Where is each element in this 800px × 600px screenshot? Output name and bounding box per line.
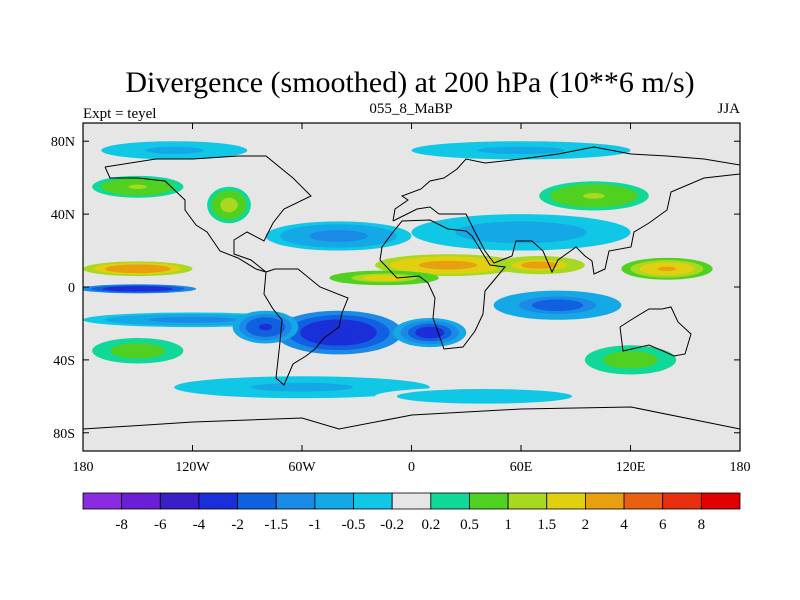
field-contour-5-4 (657, 266, 677, 271)
y-tick-label: 40S (53, 354, 75, 369)
field-contour-2-4 (170, 318, 215, 322)
coastline-3 (392, 146, 740, 275)
colorbar-label: -2 (231, 517, 244, 533)
field-contour-10-4 (258, 323, 273, 331)
colorbar-swatch (237, 492, 277, 510)
colorbar-swatch (623, 492, 664, 510)
y-tick-label: 0 (68, 281, 75, 296)
colorbar-label: 1 (504, 517, 512, 533)
coastline-4 (619, 306, 692, 357)
coastline-5 (83, 406, 740, 430)
field-contour-21-4 (499, 148, 543, 153)
x-tick-label: 120W (175, 460, 210, 475)
x-tick-label: 60W (288, 460, 316, 475)
field-contour-4-4 (530, 263, 549, 267)
subtitle-center: 055_8_MaBP (369, 101, 452, 117)
field-contour-8-4 (422, 329, 438, 336)
field-contour-3-4 (433, 262, 463, 268)
colorbar-label: -8 (115, 517, 128, 533)
colorbar-label: -1.5 (264, 517, 288, 533)
field-contour-20-4 (159, 148, 189, 153)
colorbar-label: -1 (309, 517, 322, 533)
x-tick-label: 60E (510, 460, 533, 475)
colorbar-swatch (430, 492, 470, 510)
chart-title: Divergence (smoothed) at 200 hPa (10**6 … (125, 66, 694, 99)
colorbar-label: -4 (193, 517, 206, 533)
colorbar-swatch (198, 492, 238, 510)
field-contour-18-4 (276, 385, 328, 390)
colorbar-label: 8 (698, 517, 706, 533)
field-contour-0-4 (126, 267, 149, 271)
colorbar-label: -6 (154, 517, 167, 533)
colorbar-swatch (507, 492, 548, 510)
colorbar-swatch (82, 492, 123, 510)
coastline-1 (263, 268, 349, 386)
map-field (83, 123, 740, 451)
field-contour-11-4 (323, 233, 354, 239)
colorbar-swatch (391, 492, 432, 510)
colorbar-swatch (159, 492, 200, 510)
colorbar-swatch (469, 492, 509, 510)
colorbar-swatch (585, 492, 625, 510)
colorbar-label: -0.5 (342, 517, 366, 533)
colorbar-label: 4 (620, 517, 628, 533)
colorbar-label: 6 (659, 517, 667, 533)
field-contour-17-4 (621, 356, 640, 363)
field-contour-9-4 (544, 302, 571, 309)
colorbar-swatch (700, 492, 741, 510)
field-contour-16-4 (128, 348, 147, 354)
field-contour-13-4 (128, 184, 147, 189)
field-contour-12-4 (499, 228, 543, 236)
colorbar-label: 0.5 (460, 517, 479, 533)
colorbar-swatch (353, 492, 393, 510)
colorbar-label: 0.2 (421, 517, 440, 533)
colorbar-swatch (546, 492, 586, 510)
colorbar-swatch (314, 492, 354, 510)
x-tick-label: 0 (408, 460, 415, 475)
colorbar-swatch (121, 492, 161, 510)
coastline-2 (379, 219, 506, 350)
y-tick-label: 80N (51, 135, 75, 150)
subtitle-right: JJA (717, 101, 740, 117)
field-contour-1-4 (126, 287, 150, 290)
field-contour-6-4 (373, 276, 396, 280)
colorbar-label: 2 (582, 517, 590, 533)
x-tick-label: 180 (73, 460, 94, 475)
x-tick-label: 180 (730, 460, 751, 475)
y-tick-label: 40N (51, 208, 75, 223)
field-contour-19-4 (462, 394, 507, 399)
colorbar-label: 1.5 (537, 517, 556, 533)
y-tick-label: 80S (53, 427, 75, 442)
x-tick-label: 120E (616, 460, 646, 475)
coastline-0 (104, 155, 312, 273)
subtitle-left: Expt = teyel (83, 106, 156, 122)
field-contour-15-4 (583, 192, 605, 199)
colorbar-swatch (662, 492, 702, 510)
colorbar-label: -0.2 (380, 517, 404, 533)
colorbar-swatch (275, 492, 316, 510)
field-contour-14-4 (224, 201, 234, 209)
field-contour-7-4 (325, 328, 352, 337)
